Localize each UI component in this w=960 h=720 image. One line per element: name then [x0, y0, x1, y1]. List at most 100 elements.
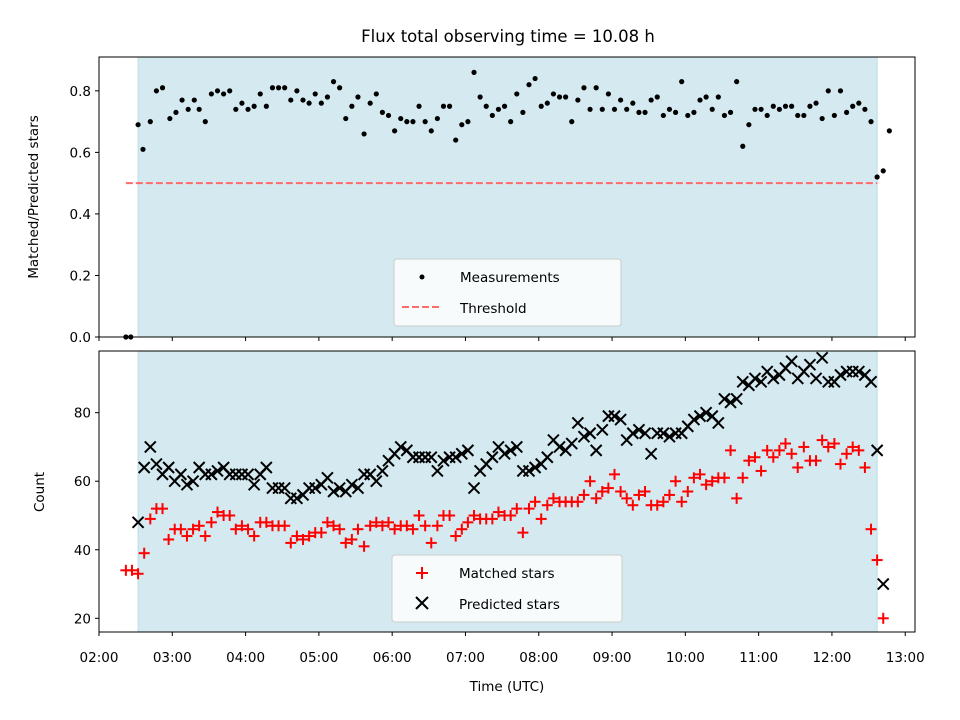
y-tick-label: 0.6 [70, 145, 91, 161]
measurement-point [422, 119, 428, 125]
measurement-point [672, 109, 679, 115]
bottom-y-axis-label: Count [32, 472, 48, 512]
matched-star-point [352, 523, 364, 535]
matched-star-point [291, 530, 303, 542]
matched-star-point [328, 520, 340, 532]
legend-measurements-label: Measurements [460, 270, 560, 286]
predicted-star-point [504, 444, 517, 457]
measurement-point [275, 85, 282, 91]
predicted-star-point [870, 444, 884, 457]
matched-star-point [126, 564, 138, 576]
top-legend-box [393, 258, 622, 327]
predicted-star-point [162, 461, 175, 474]
measurement-point [465, 119, 471, 125]
measurement-point [355, 94, 361, 100]
matched-star-point [181, 530, 193, 542]
measurement-point [300, 97, 306, 103]
predicted-star-point [431, 464, 444, 478]
measurement-point [666, 106, 673, 112]
measurement-point [764, 112, 770, 119]
measurement-point [185, 106, 191, 112]
measurement-point [581, 85, 587, 91]
measurement-point [257, 91, 263, 97]
measurement-point [587, 106, 593, 112]
measurement-point [440, 103, 447, 109]
measurement-point [196, 106, 202, 112]
predicted-star-point [321, 471, 334, 484]
predicted-star-point [724, 396, 737, 409]
matched-star-point [144, 513, 156, 525]
matched-star-point [761, 444, 773, 456]
measurement-point [746, 122, 752, 128]
measurement-point [691, 109, 697, 115]
legend-predicted-label: Predicted stars [459, 597, 560, 613]
measurement-point [679, 79, 685, 85]
measurement-point [715, 94, 721, 100]
matched-star-point [236, 520, 248, 532]
measurement-point [801, 112, 807, 119]
measurement-point [233, 106, 239, 112]
matched-star-point [547, 492, 559, 504]
predicted-star-point [553, 440, 566, 454]
matched-star-point [340, 537, 352, 549]
predicted-star-point [241, 468, 255, 481]
x-tick-label: 04:00 [226, 650, 265, 666]
matched-star-point [834, 458, 846, 470]
measurement-point [471, 69, 477, 75]
predicted-star-point [657, 427, 670, 440]
matched-star-point [425, 537, 437, 549]
measurement-point [361, 131, 367, 137]
matched-star-point [303, 530, 315, 542]
matched-star-point [853, 444, 865, 456]
matched-star-point [279, 520, 291, 532]
measurement-point [179, 97, 185, 103]
predicted-star-point [351, 481, 365, 495]
matched-star-point [193, 520, 205, 532]
matched-star-point [859, 462, 871, 474]
measurement-point [532, 75, 538, 82]
measurement-point [373, 91, 379, 97]
predicted-star-point [205, 468, 218, 481]
matched-star-point [248, 530, 260, 542]
measurement-point [569, 119, 575, 125]
matched-star-point [718, 472, 730, 484]
measurement-point [789, 103, 795, 109]
measurement-point [593, 85, 599, 91]
predicted-star-point [467, 481, 481, 495]
measurement-point [654, 94, 660, 100]
measurement-point [611, 106, 618, 112]
predicted-star-point [247, 478, 261, 491]
predicted-star-point [736, 375, 749, 389]
matched-star-point [633, 489, 645, 501]
y-tick-label: 60 [74, 474, 91, 490]
matched-star-point [242, 523, 254, 535]
matched-star-point [792, 462, 804, 474]
measurement-point [428, 128, 434, 134]
matched-star-point [865, 523, 877, 535]
matched-star-point [211, 506, 223, 518]
measurement-point [459, 122, 465, 128]
predicted-star-point [345, 478, 359, 491]
predicted-star-point [815, 351, 829, 365]
matched-star-point [670, 475, 682, 487]
measurement-point [837, 88, 844, 94]
matched-star-point [505, 509, 517, 521]
matched-star-point [407, 523, 419, 535]
matched-star-point [523, 503, 535, 515]
matched-star-point [780, 438, 792, 450]
measurement-point [526, 82, 532, 88]
predicted-star-point [174, 468, 188, 481]
matched-star-point [871, 554, 883, 566]
measurement-point [191, 97, 197, 103]
bottom-legend-box [391, 554, 623, 623]
predicted-star-point [449, 451, 462, 464]
y-tick-label: 80 [74, 406, 91, 422]
matched-star-point [334, 523, 346, 535]
predicted-star-point [394, 440, 407, 454]
matched-stars-series [120, 434, 889, 624]
predicted-star-point [455, 447, 469, 461]
predicted-star-point [626, 427, 640, 440]
measurement-point [269, 85, 276, 91]
matched-star-point [413, 509, 425, 521]
measurement-point [636, 109, 642, 115]
